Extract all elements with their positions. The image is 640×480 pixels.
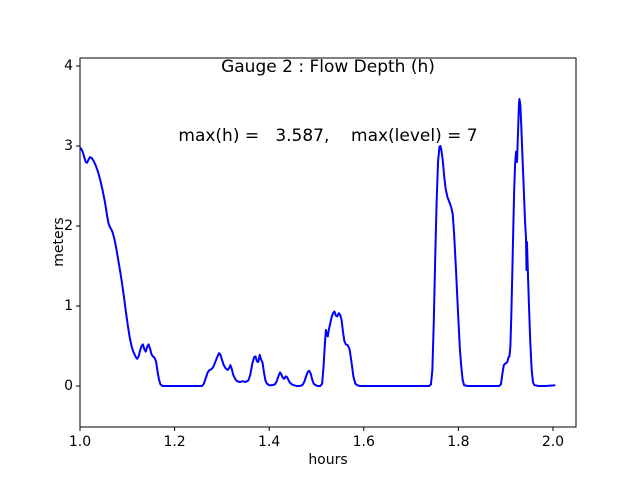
chart-title-block: Gauge 2 : Flow Depth (h) max(h) = 3.587,… [80, 10, 576, 194]
x-tick-label: 1.4 [258, 434, 281, 450]
chart-subtitle: max(h) = 3.587, max(level) = 7 [178, 126, 478, 146]
flow-depth-line [79, 98, 556, 387]
y-tick-label: 3 [64, 138, 73, 154]
x-tick-label: 2.0 [541, 434, 565, 450]
y-tick-label: 2 [64, 218, 73, 234]
x-tick-label: 1.0 [68, 434, 92, 450]
y-tick-label: 4 [64, 58, 73, 74]
x-tick-label: 1.8 [447, 434, 470, 450]
x-axis-label: hours [308, 452, 348, 468]
chart-title: Gauge 2 : Flow Depth (h) [221, 57, 435, 77]
y-tick-label: 0 [64, 378, 73, 394]
axes-frame [79, 57, 577, 428]
x-tick-label: 1.6 [352, 434, 375, 450]
x-tick-label: 1.2 [163, 434, 186, 450]
y-tick-label: 1 [64, 298, 73, 314]
